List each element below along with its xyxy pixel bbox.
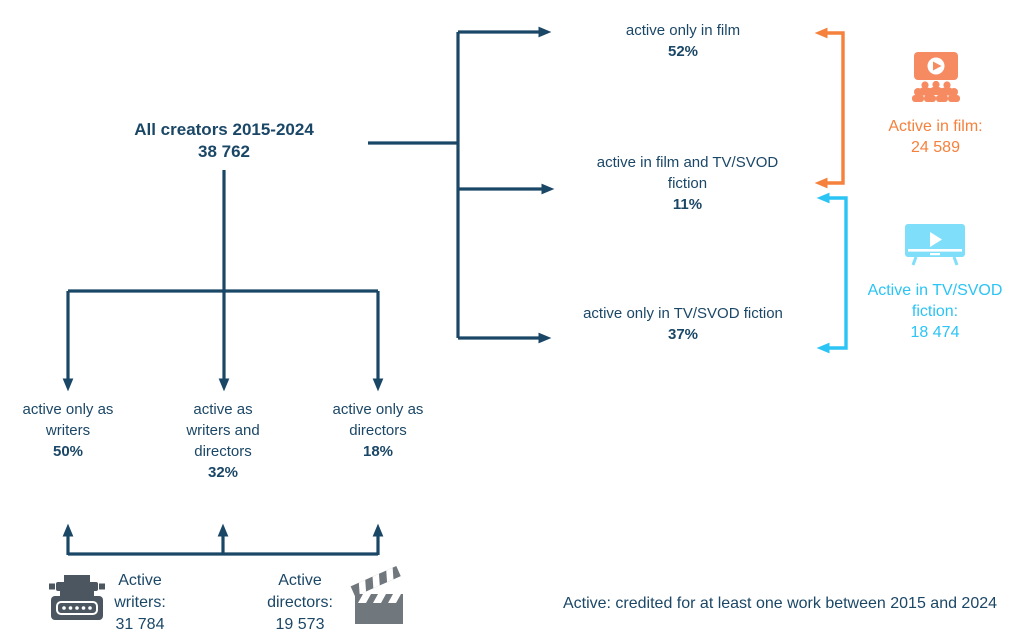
- stat-active-writers: Active writers: 31 784: [100, 570, 180, 636]
- branch-writers-only-label: active only as writers: [22, 401, 114, 439]
- stat-film-label: Active in film:: [888, 118, 983, 135]
- stat-active-in-film: Active in film: 24 589: [858, 52, 1013, 158]
- branch-directors-only-label: active only as directors: [332, 401, 424, 439]
- footnote: Active: credited for at least one work b…: [562, 595, 998, 612]
- branch-tv-only-label: active only in TV/SVOD fiction: [583, 305, 783, 322]
- stat-tv-value: 18 474: [910, 324, 960, 341]
- branch-writers-and-directors: active as writers and directors 32%: [173, 399, 273, 483]
- branch-writers-only-pct: 50%: [52, 443, 84, 460]
- stat-film-value: 24 589: [911, 139, 960, 156]
- stat-active-in-tv: Active in TV/SVOD fiction: 18 474: [852, 224, 1018, 343]
- root-value: 38 762: [198, 142, 250, 161]
- typewriter-icon: [48, 575, 106, 628]
- branch-film-and-tv: active in film and TV/SVOD fiction 11%: [580, 152, 795, 215]
- bracket-active-in-film: [814, 27, 845, 189]
- branch-writers-only: active only as writers 50%: [13, 399, 123, 462]
- tv-play-icon: [905, 224, 965, 272]
- stat-writers-label: Active writers:: [114, 572, 166, 611]
- branch-directors-only: active only as directors 18%: [323, 399, 433, 462]
- branch-film-only-label: active only in film: [625, 22, 741, 39]
- root-node: All creators 2015-2024 38 762: [104, 119, 344, 163]
- branch-film-only-pct: 52%: [667, 43, 699, 60]
- stat-directors-label: Active directors:: [267, 572, 333, 611]
- bracket-active-in-tv: [816, 192, 848, 354]
- branch-film-and-tv-pct: 11%: [672, 196, 703, 213]
- root-title: All creators 2015-2024: [134, 120, 314, 139]
- branch-writers-and-directors-label: active as writers and directors: [186, 401, 260, 460]
- branch-tv-only-pct: 37%: [667, 326, 699, 343]
- branch-film-only: active only in film 52%: [563, 20, 803, 62]
- branch-tv-only: active only in TV/SVOD fiction 37%: [563, 303, 803, 345]
- branch-writers-and-directors-pct: 32%: [207, 464, 239, 481]
- stat-directors-value: 19 573: [275, 616, 325, 633]
- clapperboard-icon: [348, 566, 412, 633]
- branch-directors-only-pct: 18%: [362, 443, 394, 460]
- stat-writers-value: 31 784: [115, 616, 165, 633]
- stat-tv-label: Active in TV/SVOD fiction:: [867, 282, 1003, 320]
- stat-active-directors: Active directors: 19 573: [250, 570, 350, 636]
- branch-film-and-tv-label: active in film and TV/SVOD fiction: [596, 154, 779, 192]
- cinema-audience-icon: [908, 52, 964, 108]
